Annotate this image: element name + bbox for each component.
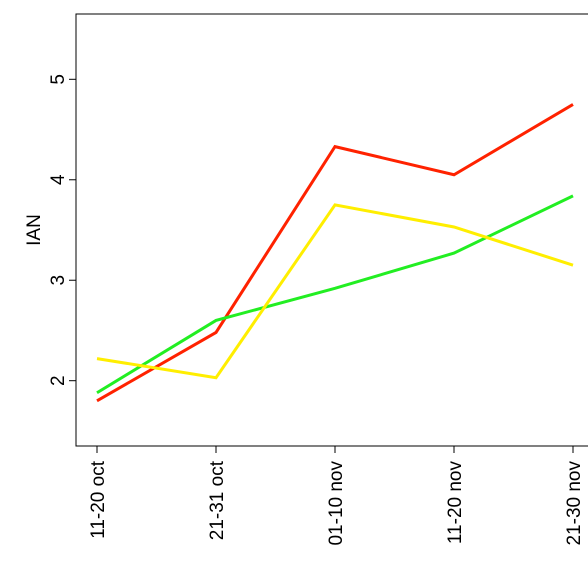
y-tick-label: 3	[48, 275, 69, 286]
x-tick-label: 11-20 nov	[445, 461, 466, 545]
y-tick-label: 5	[48, 74, 69, 85]
series-line-2	[96, 194, 574, 395]
y-axis-title: IAN	[24, 214, 45, 246]
y-tick-label: 2	[48, 375, 69, 386]
x-tick-label: 21-30 nov	[564, 461, 585, 546]
y-tick-label: 4	[48, 174, 69, 185]
plot-frame	[75, 13, 588, 447]
x-tick-label: 11-20 oct	[88, 460, 109, 539]
y-axis: 2 3 4 5	[48, 74, 76, 386]
series-line-1	[96, 103, 574, 403]
series-layer	[96, 103, 574, 403]
x-tick-label: 21-31 oct	[207, 460, 228, 540]
series-line-3	[96, 203, 574, 380]
x-axis: 11-20 oct 21-31 oct 01-10 nov 11-20 nov 21-3…	[88, 446, 585, 546]
x-tick-label: 01-10 nov	[326, 461, 347, 546]
